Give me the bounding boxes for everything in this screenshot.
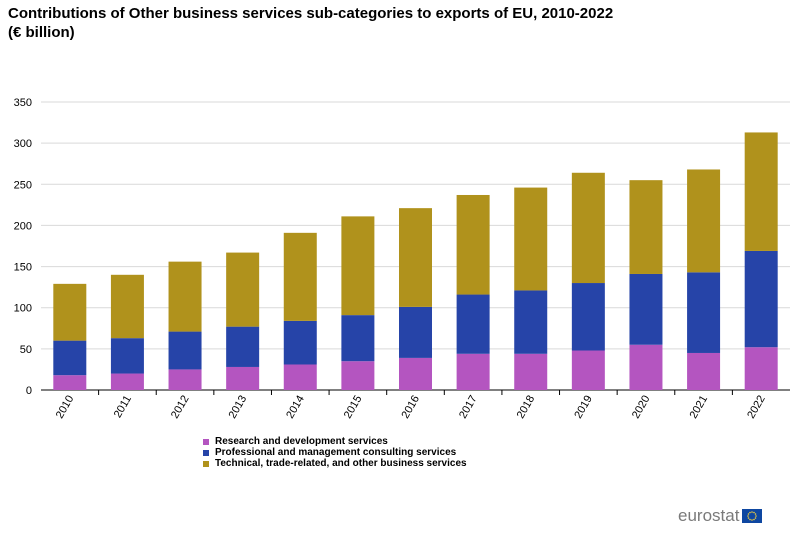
x-tick-label: 2014	[284, 394, 307, 421]
x-tick-label: 2011	[112, 394, 134, 420]
bar-segment	[53, 375, 87, 390]
bar-segment	[456, 294, 490, 354]
y-tick-label: 350	[14, 97, 32, 109]
legend-item-research: Research and development services	[203, 436, 467, 447]
x-tick-label: 2013	[227, 394, 250, 421]
legend-label-consulting: Professional and management consulting s…	[215, 447, 457, 458]
bar-segment	[744, 250, 778, 348]
bar-segment	[687, 352, 721, 390]
y-tick-label: 200	[14, 220, 32, 232]
bar-segment	[110, 338, 144, 374]
bar-segment	[514, 290, 548, 354]
x-tick-label: 2010	[54, 394, 77, 421]
bar-segment	[514, 353, 548, 390]
y-tick-label: 0	[26, 385, 32, 397]
bar-segment	[744, 132, 778, 251]
bar-segment	[283, 364, 317, 390]
stacked-bar-chart: 0 50 100 150 200 250 300 350 2010 2011 2012 2013 20…	[14, 97, 790, 421]
bar-segment	[687, 169, 721, 273]
chart-title: Contributions of Other business services…	[8, 5, 614, 22]
bar-segment	[53, 283, 87, 341]
bar-segment	[341, 216, 375, 316]
x-tick-label: 2020	[630, 394, 653, 421]
bar-segment	[226, 252, 260, 327]
x-tick-label: 2016	[399, 394, 422, 421]
bar-segment	[514, 187, 548, 291]
y-tick-label: 300	[14, 138, 32, 150]
eu-flag-icon	[742, 509, 763, 523]
chart-title-block: Contributions of Other business services…	[8, 4, 648, 42]
y-tick-label: 100	[14, 303, 32, 315]
legend-label-technical: Technical, trade-related, and other busi…	[215, 458, 467, 469]
bar-segment	[283, 320, 317, 365]
bar-segment	[168, 331, 202, 370]
eurostat-wordmark: eurostat	[678, 506, 740, 525]
bar-segment	[399, 306, 432, 358]
x-tick-label: 2015	[342, 394, 365, 421]
eurostat-logo: eurostat	[678, 506, 763, 526]
bar-segment	[629, 180, 663, 274]
x-tick-label: 2019	[572, 394, 595, 421]
bar-segment	[571, 283, 605, 351]
bar-segment	[110, 373, 144, 390]
x-tick-label: 2022	[745, 394, 768, 421]
bar-segment	[399, 357, 432, 390]
legend-swatch-research	[203, 438, 209, 445]
bar-segment	[168, 261, 202, 332]
bar-segment	[341, 315, 375, 362]
chart-legend: Research and development services Profes…	[203, 436, 467, 469]
bar-segment	[744, 347, 778, 390]
bar-segment	[687, 272, 721, 353]
bar-segment	[53, 340, 87, 376]
legend-item-technical: Technical, trade-related, and other busi…	[203, 458, 467, 469]
bar-segment	[456, 353, 490, 390]
bar-segment	[571, 172, 605, 284]
bar-segment	[283, 232, 317, 321]
legend-swatch-consulting	[203, 449, 209, 456]
y-tick-label: 150	[14, 262, 32, 274]
bar-segment	[226, 326, 260, 367]
bar-segment	[110, 274, 144, 339]
legend-swatch-technical	[203, 460, 209, 467]
bar-segment	[629, 344, 663, 390]
legend-item-consulting: Professional and management consulting s…	[203, 447, 467, 458]
x-tick-label: 2018	[515, 394, 538, 421]
y-tick-label: 50	[20, 344, 32, 356]
bar-segment	[629, 273, 663, 345]
x-tick-label: 2017	[457, 394, 480, 421]
bar-segment	[456, 194, 490, 295]
bar-segment	[341, 361, 375, 390]
legend-label-research: Research and development services	[215, 436, 388, 447]
bar-segment	[571, 350, 605, 390]
bar-segment	[399, 208, 432, 307]
y-tick-label: 250	[14, 179, 32, 191]
bar-segment	[168, 369, 202, 390]
chart-subtitle: (€ billion)	[8, 24, 75, 41]
x-tick-label: 2012	[169, 394, 192, 421]
bar-segment	[226, 366, 260, 390]
x-tick-label: 2021	[688, 394, 711, 421]
